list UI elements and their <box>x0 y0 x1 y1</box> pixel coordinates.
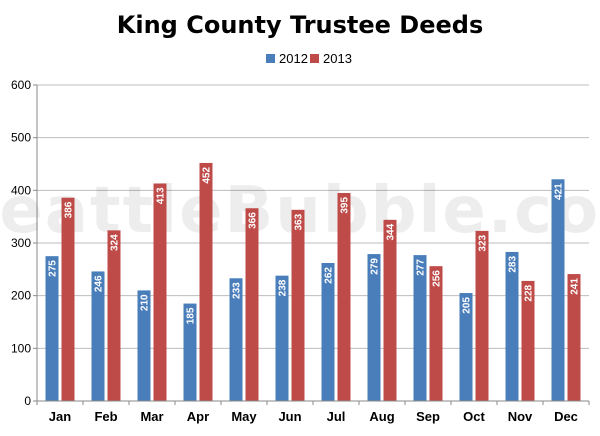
bar-2012-jul <box>321 263 335 401</box>
data-label-2013-aug: 344 <box>386 223 397 240</box>
x-tick-label-oct: Oct <box>463 409 485 424</box>
data-label-2013-mar: 413 <box>156 187 167 204</box>
bar-2012-jun <box>275 275 289 401</box>
x-tick-label-may: May <box>231 409 257 424</box>
bar-2012-mar <box>137 290 151 401</box>
y-tick-label: 300 <box>11 236 31 250</box>
data-label-2012-aug: 279 <box>370 258 381 275</box>
data-label-2012-oct: 205 <box>462 297 473 314</box>
bar-2012-oct <box>459 293 473 401</box>
data-label-2012-dec: 421 <box>554 183 565 200</box>
bar-2013-mar <box>153 183 167 401</box>
legend-swatch-2012 <box>266 54 275 63</box>
data-label-2013-jul: 395 <box>340 197 351 214</box>
data-label-2013-feb: 324 <box>110 234 121 251</box>
y-tick-label: 200 <box>11 289 31 303</box>
x-tick-label-aug: Aug <box>369 409 394 424</box>
legend-swatch-2013 <box>310 54 319 63</box>
data-label-2012-jan: 275 <box>48 260 59 277</box>
data-label-2013-oct: 323 <box>478 234 489 251</box>
data-label-2013-jun: 363 <box>294 213 305 230</box>
y-tick-label: 0 <box>24 394 31 408</box>
y-tick-label: 400 <box>11 183 31 197</box>
bar-2013-nov <box>521 280 535 401</box>
data-label-2013-nov: 228 <box>524 284 535 301</box>
bar-2013-apr <box>199 162 213 401</box>
axes <box>33 84 590 405</box>
legend: 2012 2013 <box>266 51 352 66</box>
bar-2012-aug <box>367 254 381 401</box>
legend-label-2012: 2012 <box>279 51 308 66</box>
bar-2013-may <box>245 208 259 401</box>
x-tick-label-jan: Jan <box>49 409 71 424</box>
bar-2012-dec <box>551 179 565 401</box>
chart-title: King County Trustee Deeds <box>117 11 483 39</box>
data-label-2013-jan: 386 <box>64 201 75 218</box>
bar-2012-may <box>229 278 243 401</box>
data-label-2012-jun: 238 <box>278 279 289 296</box>
x-tick-label-dec: Dec <box>554 409 578 424</box>
bar-2012-apr <box>183 303 197 401</box>
y-tick-labels: 0 100 200 300 400 500 600 <box>11 78 31 408</box>
bar-2013-jun <box>291 209 305 401</box>
bar-2012-feb <box>91 271 105 401</box>
bar-2013-oct <box>475 230 489 401</box>
bar-2013-jul <box>337 192 351 401</box>
data-labels: 275 386 246 324 210 413 185 452 233 366 238 363 262 3… <box>48 167 581 325</box>
data-label-2013-dec: 241 <box>570 278 581 295</box>
bar-2013-jan <box>61 197 75 401</box>
y-tick-label: 600 <box>11 78 31 92</box>
x-tick-label-mar: Mar <box>140 409 163 424</box>
bar-2013-dec <box>567 274 581 401</box>
x-tick-label-feb: Feb <box>94 409 117 424</box>
data-label-2013-may: 366 <box>248 212 259 229</box>
x-tick-label-apr: Apr <box>187 409 209 424</box>
data-label-2013-apr: 452 <box>202 167 213 184</box>
data-label-2012-sep: 277 <box>416 259 427 276</box>
data-label-2012-feb: 246 <box>94 275 105 292</box>
x-tick-label-nov: Nov <box>508 409 533 424</box>
data-label-2013-sep: 256 <box>432 270 443 287</box>
bar-2012-nov <box>505 251 519 401</box>
data-label-2012-apr: 185 <box>186 307 197 324</box>
y-tick-label: 100 <box>11 341 31 355</box>
data-label-2012-nov: 283 <box>508 256 519 273</box>
gridlines <box>37 84 589 349</box>
x-tick-label-jul: Jul <box>327 409 346 424</box>
y-tick-label: 500 <box>11 131 31 145</box>
data-label-2012-mar: 210 <box>140 294 151 311</box>
x-tick-labels: Jan Feb Mar Apr May Jun Jul Aug Sep Oct Nov Dec <box>49 409 578 424</box>
legend-label-2013: 2013 <box>323 51 352 66</box>
x-tick-label-sep: Sep <box>416 409 440 424</box>
x-tick-label-jun: Jun <box>278 409 301 424</box>
bar-2012-jan <box>45 256 59 401</box>
bar-2013-sep <box>429 266 443 401</box>
bar-2013-feb <box>107 230 121 401</box>
data-label-2012-may: 233 <box>232 282 243 299</box>
bars <box>45 162 581 401</box>
bar-2013-aug <box>383 219 397 401</box>
data-label-2012-jul: 262 <box>324 267 335 284</box>
bar-2012-sep <box>413 255 427 401</box>
